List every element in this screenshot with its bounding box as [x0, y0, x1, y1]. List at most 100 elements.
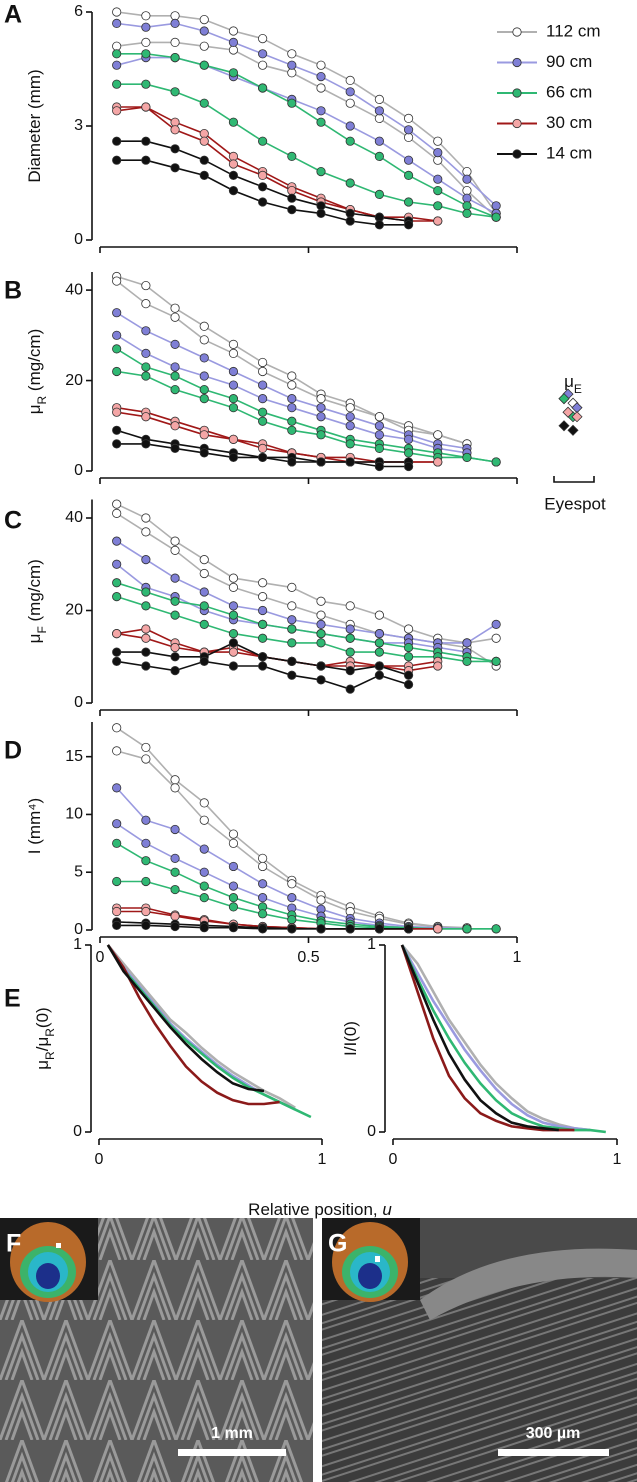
data-point — [258, 380, 268, 390]
eyespot-point — [571, 411, 583, 423]
y-tick-label: 20 — [65, 602, 83, 619]
eyespot-bracket — [553, 476, 595, 483]
data-point — [112, 276, 122, 286]
y-axis-label-part: (0) — [33, 1007, 52, 1028]
eyespot-title-part: E — [574, 382, 582, 396]
y-tick-label: 1 — [367, 936, 376, 953]
data-point — [374, 212, 384, 222]
data-point — [258, 861, 268, 872]
data-point — [374, 610, 384, 620]
y-axis-label: I/I(0) — [341, 1021, 360, 1056]
data-point — [141, 348, 151, 359]
data-point — [403, 220, 414, 230]
data-point — [287, 615, 297, 625]
data-point — [345, 647, 355, 657]
series-line — [106, 944, 265, 1093]
data-point — [316, 394, 326, 404]
data-point — [112, 308, 122, 318]
y-tick-label: 0 — [73, 1123, 82, 1140]
series-line — [116, 595, 497, 663]
data-point — [345, 666, 355, 676]
eyespot-label: Eyespot — [544, 494, 606, 513]
data-point — [112, 499, 122, 509]
data-point — [374, 220, 384, 230]
panel-label: D — [4, 737, 22, 765]
data-point — [199, 371, 209, 381]
data-point — [199, 867, 209, 877]
data-point — [112, 79, 122, 89]
data-point — [112, 106, 122, 116]
y-tick-label: 5 — [74, 863, 83, 880]
data-point — [287, 186, 297, 196]
data-point — [228, 601, 239, 611]
y-axis-label-part: F — [35, 626, 49, 633]
data-point — [228, 829, 239, 839]
data-point — [199, 923, 209, 933]
data-point — [112, 536, 122, 546]
data-point — [258, 633, 268, 643]
data-point — [287, 98, 297, 108]
data-point — [316, 430, 326, 440]
data-point — [258, 366, 268, 377]
data-point — [403, 132, 414, 142]
data-point — [374, 189, 384, 199]
data-point — [170, 610, 180, 620]
series-line — [116, 41, 497, 218]
data-point — [287, 582, 297, 592]
data-point — [199, 430, 209, 440]
data-point — [258, 407, 268, 417]
data-point — [403, 624, 414, 634]
data-point — [462, 452, 472, 463]
data-point — [170, 824, 180, 835]
data-point — [228, 893, 239, 903]
data-point — [258, 661, 268, 671]
data-point — [374, 924, 384, 934]
data-point — [316, 619, 326, 629]
data-point — [345, 403, 355, 413]
data-point — [403, 642, 414, 653]
data-point — [374, 106, 384, 116]
data-point — [258, 652, 268, 662]
data-point — [141, 838, 151, 848]
y-axis-label-part: I (mm⁴) — [25, 798, 44, 854]
data-point — [170, 536, 180, 546]
data-point — [258, 853, 268, 863]
data-point — [141, 527, 151, 537]
data-point — [228, 348, 239, 359]
data-point — [228, 638, 239, 648]
image-g — [322, 1218, 637, 1482]
data-point — [345, 924, 355, 934]
data-point — [433, 457, 443, 467]
data-point — [170, 163, 180, 173]
data-point — [258, 443, 268, 453]
eyespot-point — [567, 424, 579, 436]
data-point — [228, 26, 239, 36]
data-point — [141, 155, 151, 165]
data-point — [374, 638, 384, 648]
data-point — [345, 87, 355, 97]
data-point — [287, 425, 297, 435]
data-point — [228, 339, 239, 349]
data-point — [199, 601, 209, 611]
data-point — [374, 151, 384, 161]
data-point — [287, 60, 297, 70]
panel-label: B — [4, 277, 22, 305]
data-point — [170, 783, 180, 793]
data-point — [258, 893, 268, 903]
series-line — [116, 83, 497, 218]
data-point — [112, 60, 122, 70]
data-point — [199, 893, 209, 903]
series-line — [401, 944, 591, 1132]
data-point — [403, 461, 414, 472]
data-point — [112, 41, 122, 51]
series-line — [106, 944, 296, 1109]
data-point — [228, 573, 239, 583]
y-axis-label-part: /μ — [33, 1037, 52, 1052]
data-point — [491, 633, 501, 643]
data-point — [374, 412, 384, 422]
data-point — [141, 876, 151, 887]
data-point — [316, 167, 326, 177]
data-point — [462, 924, 472, 934]
data-point — [199, 844, 209, 854]
data-point — [170, 371, 180, 381]
